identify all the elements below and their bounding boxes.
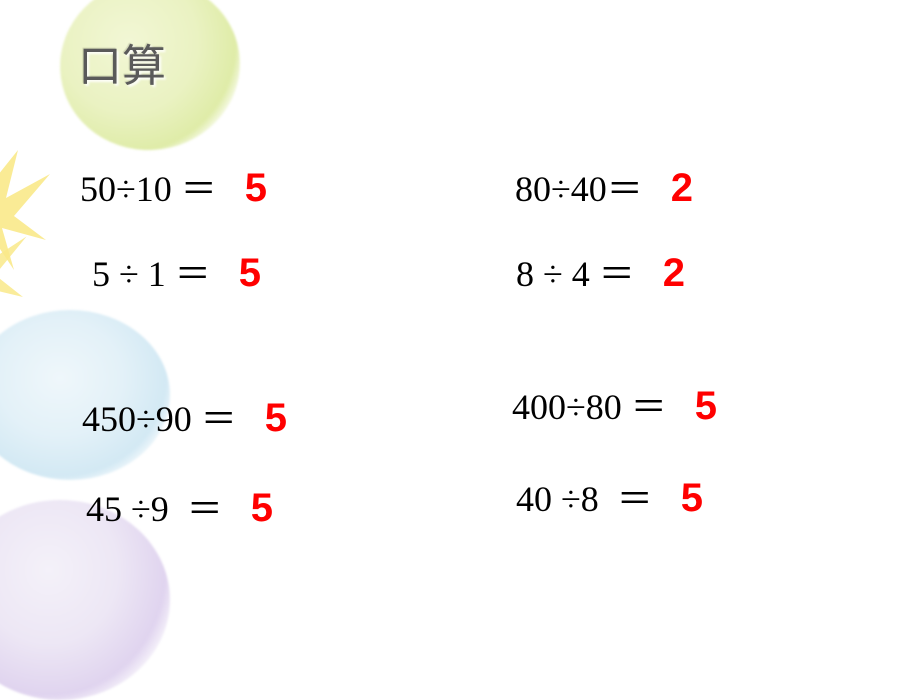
- equation-row: 45 ÷9 ＝ 5: [86, 480, 273, 532]
- equation-expression: 450÷90 ＝: [82, 390, 237, 442]
- equation-expression: 40 ÷8 ＝: [516, 470, 653, 522]
- equation-row: 80÷40＝ 2: [515, 160, 693, 212]
- equation-answer: 5: [239, 251, 261, 296]
- equation-answer: 5: [251, 486, 273, 531]
- slide-title: 口算: [78, 30, 166, 94]
- equation-expression: 8 ÷ 4 ＝: [516, 245, 635, 297]
- equation-row: 450÷90 ＝ 5: [82, 390, 287, 442]
- equation-expression: 5 ÷ 1 ＝: [92, 245, 211, 297]
- equation-expression: 80÷40＝: [515, 160, 643, 212]
- equation-row: 40 ÷8 ＝ 5: [516, 470, 703, 522]
- equation-answer: 5: [265, 396, 287, 441]
- equation-expression: 50÷10 ＝: [80, 160, 217, 212]
- equation-answer: 5: [245, 166, 267, 211]
- equation-answer: 2: [663, 251, 685, 296]
- equation-answer: 5: [695, 384, 717, 429]
- equation-row: 50÷10 ＝ 5: [80, 160, 267, 212]
- equation-expression: 400÷80 ＝: [512, 378, 667, 430]
- equation-row: 400÷80 ＝ 5: [512, 378, 717, 430]
- equation-row: 8 ÷ 4 ＝ 2: [516, 245, 685, 297]
- equation-expression: 45 ÷9 ＝: [86, 480, 223, 532]
- equation-answer: 5: [681, 476, 703, 521]
- equation-row: 5 ÷ 1 ＝ 5: [92, 245, 261, 297]
- equation-answer: 2: [671, 166, 693, 211]
